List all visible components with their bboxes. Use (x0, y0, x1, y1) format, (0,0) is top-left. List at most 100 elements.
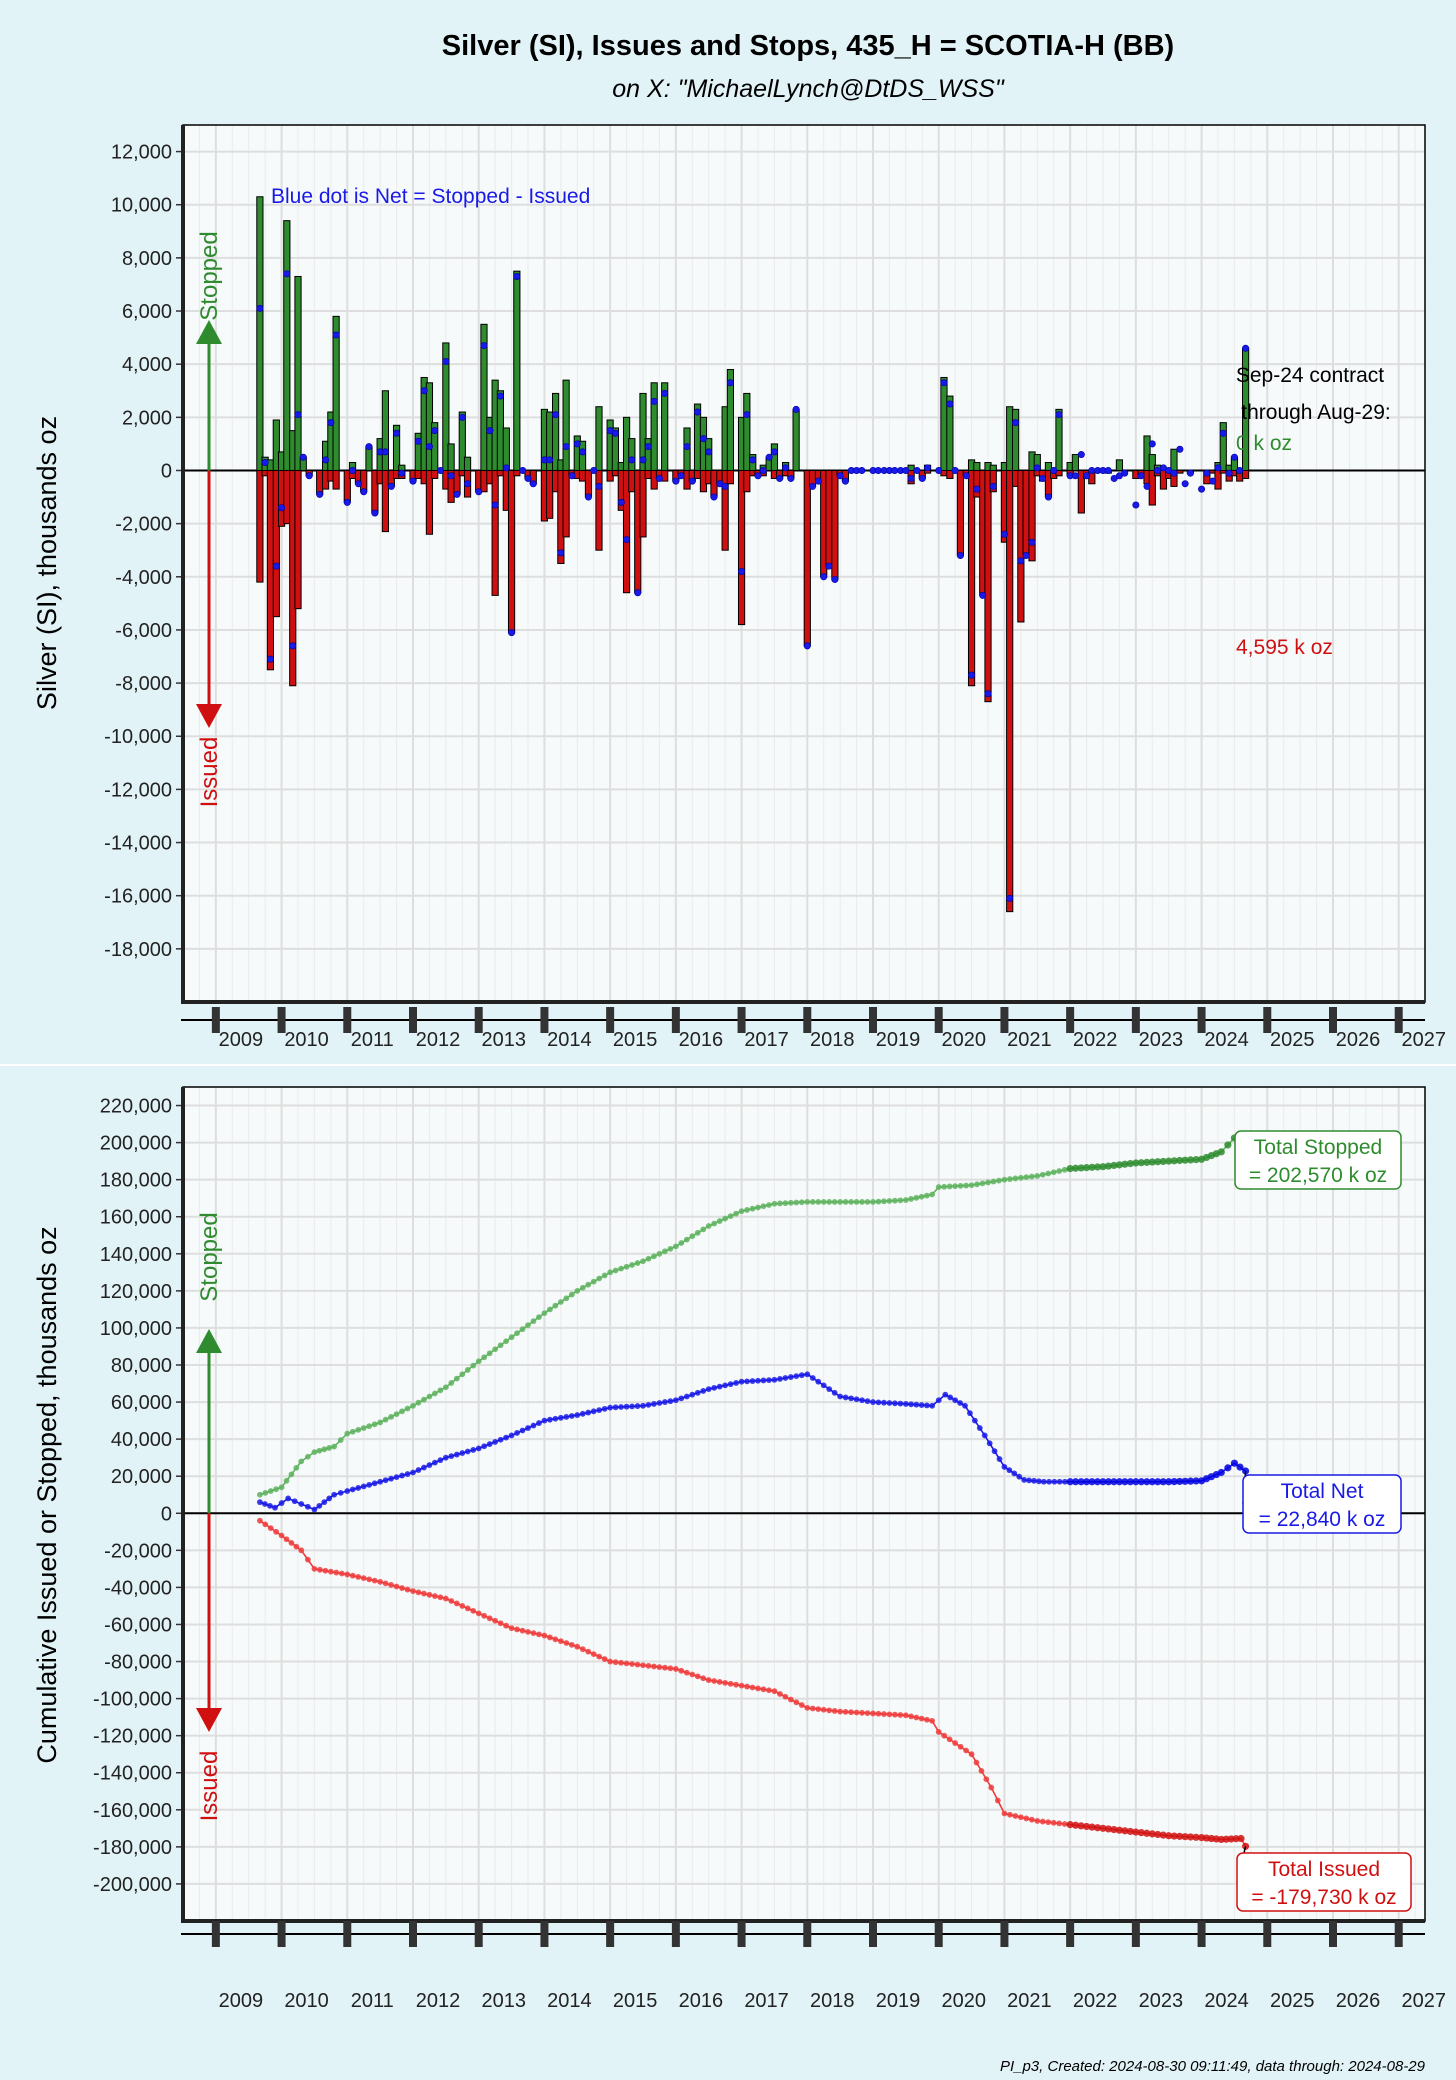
stopped-cumulative-point (426, 1393, 433, 1400)
stopped-cumulative-point (749, 1205, 756, 1212)
net-dot (256, 304, 264, 312)
stopped-cumulative-point (667, 1245, 674, 1252)
stopped-cumulative-point (612, 1267, 619, 1274)
p2-ytick-label: -120,000 (93, 1726, 172, 1748)
stopped-cumulative-point (503, 1338, 509, 1345)
stopped-cumulative-point (267, 1488, 274, 1494)
issued-cumulative-point (267, 1525, 274, 1531)
stopped-cumulative-point (634, 1260, 641, 1266)
net-cumulative-point (1036, 1478, 1042, 1485)
issued-cumulative-point (612, 1659, 619, 1666)
net-dot (683, 443, 691, 451)
p2-ytick-label: 20,000 (111, 1466, 172, 1488)
p2-xtick-mark (671, 1921, 680, 1947)
net-cumulative-point (782, 1375, 789, 1381)
net-cumulative-point (986, 1440, 993, 1447)
p2-ytick-label: -40,000 (104, 1577, 172, 1599)
net-cumulative-point (377, 1478, 384, 1485)
issued-cumulative-point (503, 1622, 509, 1629)
net-dot (486, 427, 494, 435)
issued-cumulative-point (1050, 1819, 1057, 1826)
p1-xtick-mark (409, 1007, 417, 1033)
net-cumulative-point (913, 1401, 920, 1408)
issued-cumulative-point (881, 1711, 887, 1717)
net-dot (918, 474, 926, 482)
issued-bar (984, 469, 992, 703)
p2-xtick-mark (1197, 1921, 1206, 1947)
net-cumulative-point (1154, 1478, 1162, 1486)
issued-cumulative-point (590, 1651, 597, 1658)
net-cumulative-point (311, 1506, 318, 1513)
stopped-cumulative-point (283, 1477, 290, 1484)
net-dot (891, 466, 899, 474)
issued-cumulative-point (525, 1628, 531, 1635)
net-dot (1000, 530, 1008, 538)
net-cumulative-point (848, 1395, 854, 1402)
issued-cumulative-point (978, 1767, 985, 1774)
net-cumulative-point (530, 1422, 537, 1429)
net-cumulative-point (1072, 1478, 1080, 1486)
total-net-label-title: Total Net (1281, 1480, 1364, 1503)
net-dot (979, 591, 987, 599)
net-cumulative-point (864, 1398, 871, 1405)
p1-xtick-mark (1066, 1007, 1075, 1033)
issued-cumulative-point (722, 1679, 729, 1686)
stopped-cumulative-point (1110, 1161, 1118, 1170)
p1-xtick-label: 2021 (1007, 1029, 1052, 1051)
p2-xtick-mark (1394, 1921, 1403, 1947)
p2-xtick-label: 2023 (1139, 1990, 1184, 2012)
issued-cumulative-point (1072, 1821, 1080, 1829)
issued-cumulative-point (475, 1610, 482, 1617)
issued-cumulative-point (1126, 1827, 1134, 1836)
net-cumulative-point (432, 1459, 438, 1466)
issued-cumulative-point (623, 1660, 630, 1667)
net-dot (305, 472, 313, 480)
stopped-cumulative-point (990, 1178, 997, 1185)
net-cumulative-point (1137, 1478, 1145, 1486)
net-dot (831, 575, 839, 583)
net-cumulative-point (1236, 1463, 1244, 1471)
stopped-bar (1115, 459, 1124, 471)
stopped-cumulative-point (831, 1199, 838, 1205)
stopped-cumulative-point (1072, 1164, 1080, 1172)
p1-ytick-label: -12,000 (104, 779, 172, 801)
issued-cumulative-point (1192, 1833, 1200, 1841)
stopped-cumulative-point (996, 1177, 1002, 1184)
p2-xtick-label: 2014 (547, 1990, 592, 2012)
net-dot (360, 488, 368, 496)
stopped-cumulative-point (929, 1191, 936, 1198)
issued-cumulative-point (1237, 1834, 1245, 1843)
net-cumulative-point (1026, 1477, 1032, 1484)
issued-bar (737, 469, 746, 626)
p1-xtick-label: 2023 (1139, 1029, 1184, 1051)
net-cumulative-point (601, 1405, 608, 1412)
stopped-cumulative-point (766, 1202, 772, 1208)
net-dot (973, 485, 981, 493)
net-cumulative-point (607, 1404, 614, 1411)
issued-cumulative-point (618, 1659, 624, 1666)
net-cumulative-point (442, 1454, 449, 1461)
issued-cumulative-point (497, 1620, 504, 1627)
stopped-bar (1170, 448, 1178, 471)
issued-cumulative-point (629, 1661, 635, 1667)
stopped-cumulative-point (1045, 1170, 1052, 1177)
issued-bar (256, 469, 264, 583)
net-dot (1236, 466, 1244, 474)
p2-ytick-label: -140,000 (93, 1763, 172, 1785)
stopped-cumulative-point (645, 1255, 652, 1262)
p1-issued-arrowhead (196, 704, 222, 728)
issued-bar (622, 469, 631, 594)
net-dot (524, 474, 532, 482)
net-cumulative-point (1110, 1478, 1118, 1486)
net-cumulative-point (1077, 1478, 1085, 1486)
stopped-cumulative-point (700, 1226, 707, 1233)
p2-stopped-arrow-label: Stopped (196, 1212, 223, 1301)
issued-cumulative-point (256, 1517, 263, 1524)
issued-cumulative-point (344, 1571, 351, 1578)
net-cumulative-point (410, 1469, 416, 1476)
net-cumulative-point (585, 1409, 592, 1416)
p2-xtick-mark (869, 1921, 877, 1947)
p2-ytick-label: 200,000 (100, 1133, 172, 1155)
net-cumulative-point (793, 1373, 800, 1380)
p2-xtick-mark (803, 1921, 812, 1947)
